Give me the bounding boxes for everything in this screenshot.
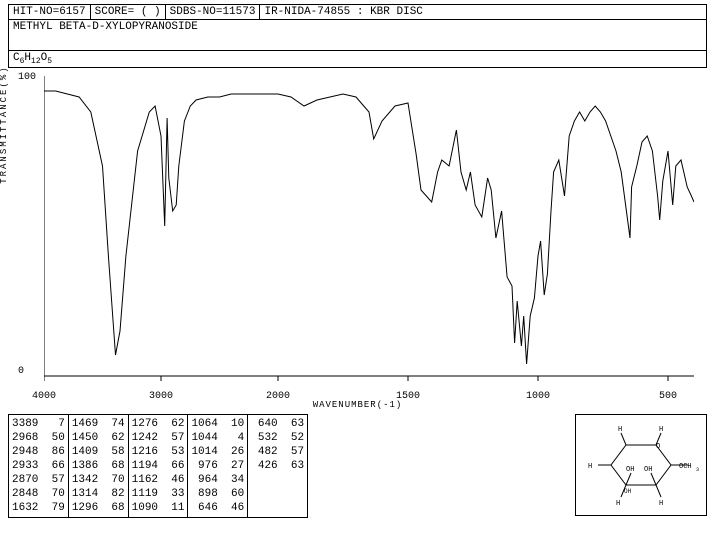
- svg-text:H: H: [616, 500, 620, 508]
- peak-row: 964 34: [191, 473, 244, 487]
- peaks-table: 3389 72968 502948 862933 662870 572848 7…: [8, 414, 308, 518]
- xtick-4000: 4000: [32, 391, 56, 402]
- peak-row: 1090 11: [132, 501, 185, 515]
- xtick-3000: 3000: [149, 391, 173, 402]
- svg-text:H: H: [618, 426, 622, 434]
- peak-row: 3389 7: [12, 417, 65, 431]
- svg-text:H: H: [659, 500, 663, 508]
- hit-no: HIT-NO=6157: [9, 5, 91, 19]
- peak-row: 1064 10: [191, 417, 244, 431]
- xtick-2000: 2000: [266, 391, 290, 402]
- peaks-col-1: 1469 741450 621409 581386 681342 701314 …: [69, 415, 129, 517]
- peak-row: 1242 57: [132, 431, 185, 445]
- structure-svg: H H O OCH 3 H H H OH OH OH: [576, 415, 706, 515]
- score: SCORE= ( ): [91, 5, 166, 19]
- structure-diagram: H H O OCH 3 H H H OH OH OH: [575, 414, 707, 516]
- peak-row: 2870 57: [12, 473, 65, 487]
- peak-row: 1276 62: [132, 417, 185, 431]
- svg-text:H: H: [659, 426, 663, 434]
- peak-row: 640 63: [251, 417, 304, 431]
- x-axis-label: WAVENUMBER(-1): [313, 400, 403, 410]
- svg-text:OH: OH: [644, 466, 652, 474]
- peaks-col-4: 640 63 532 52 482 57 426 63: [248, 415, 307, 517]
- peak-row: 646 46: [191, 501, 244, 515]
- peak-row: 2933 66: [12, 459, 65, 473]
- peak-row: 1296 68: [72, 501, 125, 515]
- svg-text:H: H: [588, 463, 592, 471]
- bottom-panel: 3389 72968 502948 862933 662870 572848 7…: [8, 414, 707, 518]
- peak-row: 2968 50: [12, 431, 65, 445]
- spectrum-chart: TRANSMITTANCE(%) 100 0 40003000200015001…: [8, 68, 707, 408]
- y-axis-label: TRANSMITTANCE(%): [0, 66, 9, 184]
- peak-row: 1216 53: [132, 445, 185, 459]
- peaks-col-2: 1276 621242 571216 531194 661162 461119 …: [129, 415, 189, 517]
- peak-row: 1044 4: [191, 431, 244, 445]
- peak-row: 1119 33: [132, 487, 185, 501]
- peak-row: 1409 58: [72, 445, 125, 459]
- peak-row: 1014 26: [191, 445, 244, 459]
- header-bar: HIT-NO=6157 SCORE= ( ) SDBS-NO=11573 IR-…: [8, 4, 707, 20]
- peak-row: 976 27: [191, 459, 244, 473]
- peak-row: 426 63: [251, 459, 304, 473]
- peak-row: 1314 82: [72, 487, 125, 501]
- spectrum-svg: [44, 76, 694, 386]
- ir-info: IR-NIDA-74855 : KBR DISC: [260, 5, 706, 19]
- xtick-500: 500: [659, 391, 677, 402]
- peak-row: 2848 70: [12, 487, 65, 501]
- svg-text:3: 3: [696, 467, 699, 473]
- peak-row: 898 60: [191, 487, 244, 501]
- peaks-col-0: 3389 72968 502948 862933 662870 572848 7…: [9, 415, 69, 517]
- peak-row: 482 57: [251, 445, 304, 459]
- peak-row: 1194 66: [132, 459, 185, 473]
- peak-row: 1450 62: [72, 431, 125, 445]
- ytick-0: 0: [18, 366, 24, 377]
- sdbs-no: SDBS-NO=11573: [166, 5, 261, 19]
- compound-name: METHYL BETA-D-XYLOPYRANOSIDE: [8, 20, 707, 51]
- svg-text:OCH: OCH: [679, 463, 692, 471]
- xtick-1000: 1000: [526, 391, 550, 402]
- peaks-col-3: 1064 101044 41014 26 976 27 964 34 898 6…: [188, 415, 248, 517]
- peak-row: 532 52: [251, 431, 304, 445]
- molecular-formula: C6H12O5: [8, 51, 707, 68]
- svg-text:OH: OH: [624, 488, 632, 495]
- peak-row: 1342 70: [72, 473, 125, 487]
- peak-row: 2948 86: [12, 445, 65, 459]
- peak-row: 1386 68: [72, 459, 125, 473]
- peak-row: 1469 74: [72, 417, 125, 431]
- peak-row: 1162 46: [132, 473, 185, 487]
- ytick-100: 100: [18, 72, 36, 83]
- svg-text:OH: OH: [626, 466, 634, 474]
- svg-text:O: O: [656, 443, 660, 451]
- peak-row: 1632 79: [12, 501, 65, 515]
